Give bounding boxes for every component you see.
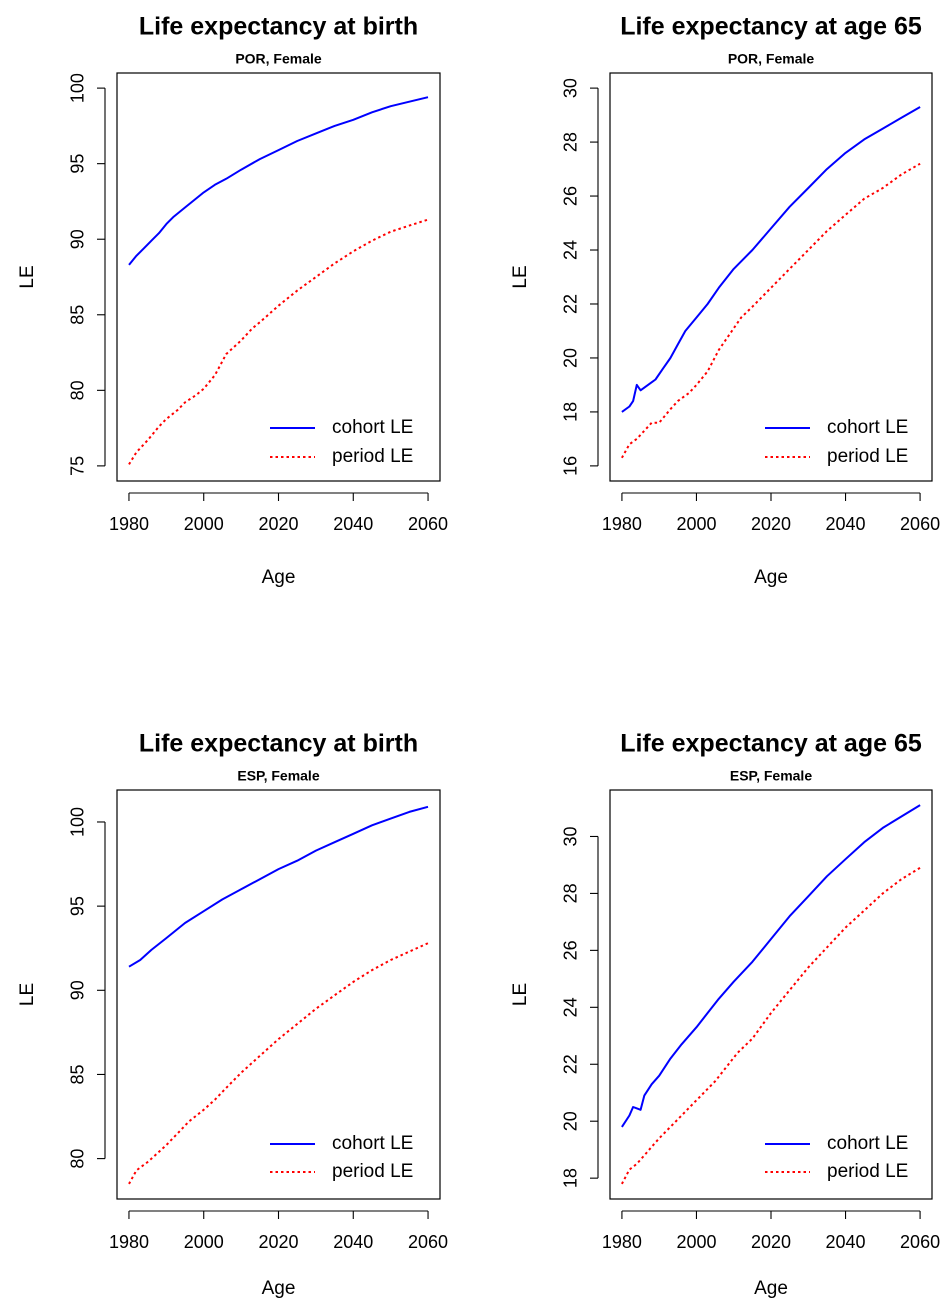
legend-label: period LE	[827, 1161, 908, 1182]
series-line-period-le	[621, 866, 921, 1185]
x-tick-label: 2000	[184, 514, 224, 534]
y-axis-label: LE	[17, 265, 38, 288]
x-tick-label: 2020	[258, 514, 298, 534]
plot-frame	[609, 789, 933, 1200]
x-tick-label: 2000	[676, 514, 716, 534]
plot-frame	[609, 72, 933, 482]
y-tick-label: 100	[68, 807, 88, 837]
y-tick-label: 75	[68, 456, 88, 476]
x-axis-label: Age	[754, 567, 788, 588]
series-line-period-le	[128, 218, 429, 465]
chart-title: Life expectancy at age 65	[620, 13, 922, 41]
series-line-cohort-le	[128, 805, 429, 968]
x-tick-label: 2000	[184, 1232, 224, 1252]
chart-title: Life expectancy at age 65	[620, 730, 922, 758]
x-axis-label: Age	[262, 567, 296, 588]
y-tick-label: 22	[561, 1054, 581, 1074]
series-line-cohort-le	[128, 96, 429, 266]
y-tick-label: 90	[68, 229, 88, 249]
y-tick-label: 85	[68, 1064, 88, 1084]
x-tick-label: 1980	[109, 514, 149, 534]
x-tick-label: 2040	[333, 514, 373, 534]
y-tick-label: 18	[561, 1168, 581, 1188]
x-tick-label: 2020	[751, 514, 791, 534]
y-tick-label: 30	[561, 826, 581, 846]
y-tick-label: 30	[561, 78, 581, 98]
x-tick-label: 2020	[258, 1232, 298, 1252]
y-tick-label: 20	[561, 348, 581, 368]
y-tick-label: 26	[561, 940, 581, 960]
plot-frame	[116, 789, 441, 1200]
x-tick-label: 1980	[109, 1232, 149, 1252]
legend-label: period LE	[332, 1161, 413, 1182]
y-tick-label: 16	[561, 456, 581, 476]
x-tick-label: 2000	[676, 1232, 716, 1252]
legend-label: cohort LE	[332, 417, 413, 438]
x-tick-label: 2060	[900, 1232, 940, 1252]
legend-label: period LE	[827, 446, 908, 467]
chart-subtitle: ESP, Female	[237, 768, 319, 784]
x-tick-label: 1980	[602, 514, 642, 534]
x-tick-label: 2040	[333, 1232, 373, 1252]
y-tick-label: 24	[561, 997, 581, 1017]
y-tick-label: 20	[561, 1111, 581, 1131]
y-tick-label: 85	[68, 305, 88, 325]
chart-subtitle: ESP, Female	[730, 768, 812, 784]
y-tick-label: 95	[68, 154, 88, 174]
chart-panel-1: Life expectancy at birth POR, Female 1980 2…	[17, 13, 448, 588]
legend-label: period LE	[332, 446, 413, 467]
y-tick-label: 22	[561, 294, 581, 314]
y-tick-label: 18	[561, 402, 581, 422]
y-tick-label: 90	[68, 980, 88, 1000]
x-tick-label: 2040	[826, 1232, 866, 1252]
legend-label: cohort LE	[827, 417, 908, 438]
y-tick-label: 80	[68, 1149, 88, 1169]
chart-panel-4: Life expectancy at age 65 ESP, Female 1980…	[510, 730, 940, 1299]
x-tick-label: 2060	[900, 514, 940, 534]
x-tick-label: 2060	[408, 514, 448, 534]
x-tick-label: 1980	[602, 1232, 642, 1252]
chart-title: Life expectancy at birth	[139, 13, 418, 41]
chart-title: Life expectancy at birth	[139, 730, 418, 758]
x-axis-label: Age	[754, 1278, 788, 1299]
series-line-cohort-le	[621, 804, 921, 1128]
x-tick-label: 2020	[751, 1232, 791, 1252]
y-axis-label: LE	[510, 265, 531, 288]
x-axis-label: Age	[262, 1278, 296, 1299]
series-line-cohort-le	[621, 106, 921, 413]
y-tick-label: 100	[68, 73, 88, 103]
chart-subtitle: POR, Female	[235, 51, 322, 67]
x-tick-label: 2060	[408, 1232, 448, 1252]
y-tick-label: 28	[561, 132, 581, 152]
plot-frame	[116, 72, 441, 482]
y-tick-label: 24	[561, 240, 581, 260]
chart-subtitle: POR, Female	[728, 51, 815, 67]
legend-label: cohort LE	[332, 1133, 413, 1154]
series-line-period-le	[621, 162, 921, 459]
y-tick-label: 26	[561, 186, 581, 206]
y-axis-label: LE	[510, 983, 531, 1006]
chart-panel-3: Life expectancy at birth ESP, Female 1980 2…	[17, 730, 448, 1299]
y-tick-label: 28	[561, 883, 581, 903]
x-tick-label: 2040	[826, 514, 866, 534]
chart-panel-2: Life expectancy at age 65 POR, Female 1980…	[510, 13, 940, 588]
y-tick-label: 80	[68, 380, 88, 400]
y-axis-label: LE	[17, 983, 38, 1006]
y-tick-label: 95	[68, 896, 88, 916]
legend-label: cohort LE	[827, 1133, 908, 1154]
